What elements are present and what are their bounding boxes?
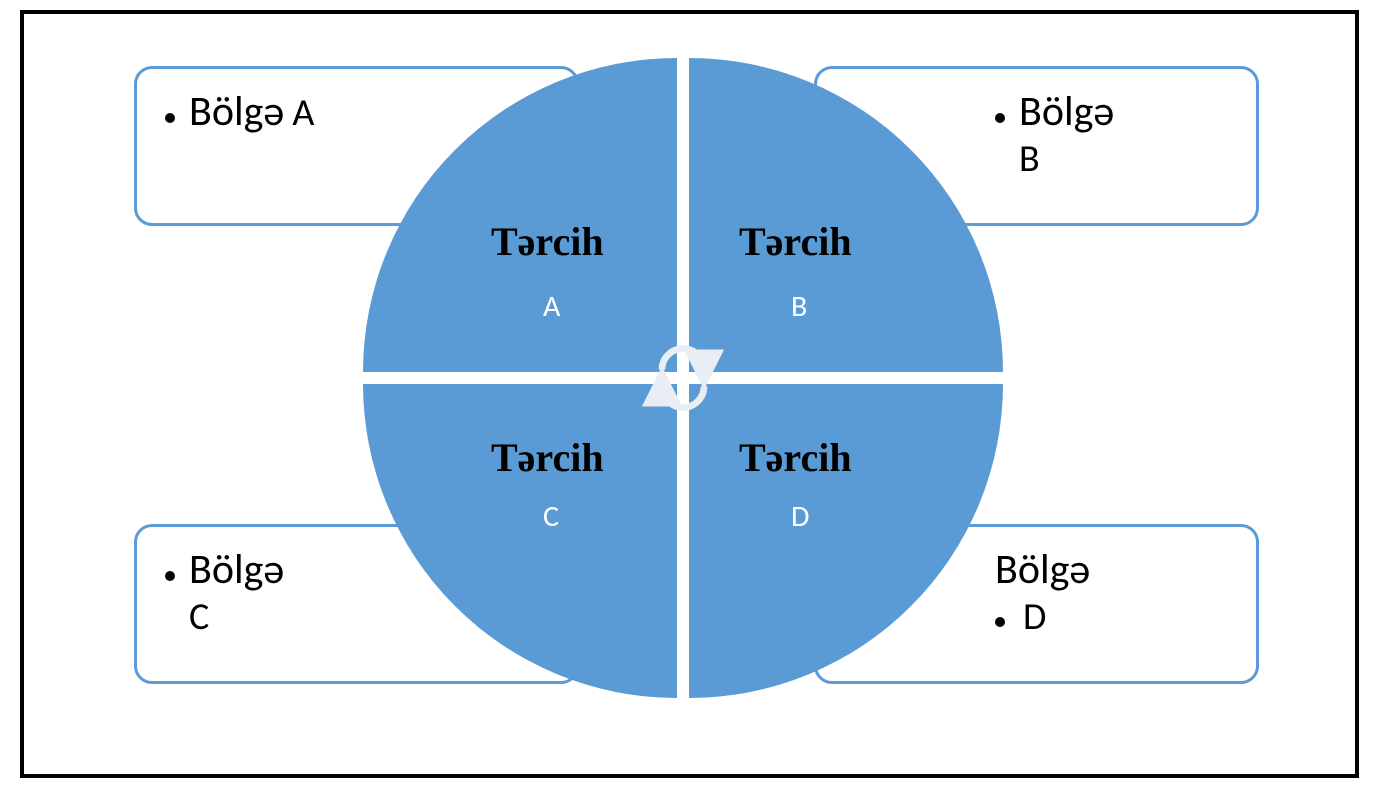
region-content: Bölgə D xyxy=(995,547,1228,639)
quadrant-title-c: Tərcih xyxy=(491,434,604,481)
quadrant-letter-a: A xyxy=(543,288,560,325)
quadrant-letter-c: C xyxy=(543,498,559,535)
region-text-group: Bölgə B xyxy=(1019,89,1114,181)
bullet-icon xyxy=(165,571,175,581)
quadrant-a xyxy=(363,58,677,372)
region-letter: C xyxy=(189,597,284,639)
region-label: Bölgə xyxy=(995,547,1090,593)
bullet-icon xyxy=(165,113,175,123)
region-text-group: Bölgə C xyxy=(189,547,284,639)
quadrant-c xyxy=(363,384,677,698)
region-letter: A xyxy=(292,93,314,135)
quadrant-letter-b: B xyxy=(791,288,807,325)
quadrant-title-d: Tərcih xyxy=(739,434,852,481)
region-text-group: A Bölgə xyxy=(189,89,314,135)
quadrant-title-b: Tərcih xyxy=(739,218,852,265)
region-label: Bölgə xyxy=(189,89,284,135)
region-label: Bölgə xyxy=(189,547,284,593)
quadrant-b xyxy=(689,58,1003,372)
diagram-frame: A Bölgə Bölgə B Bölgə C Bölgə xyxy=(20,10,1359,778)
region-letter: D xyxy=(1023,597,1046,639)
quadrant-letter-d: D xyxy=(791,498,809,535)
quadrant-d xyxy=(689,384,1003,698)
region-label: Bölgə xyxy=(1019,89,1114,135)
quadrant-title-a: Tərcih xyxy=(491,218,604,265)
pie-chart: Tərcih Tərcih Tərcih Tərcih A B C D xyxy=(363,58,1003,698)
region-letter: B xyxy=(1019,139,1114,181)
region-text-group: Bölgə D xyxy=(995,547,1090,639)
cycle-arrows-icon xyxy=(641,336,725,420)
